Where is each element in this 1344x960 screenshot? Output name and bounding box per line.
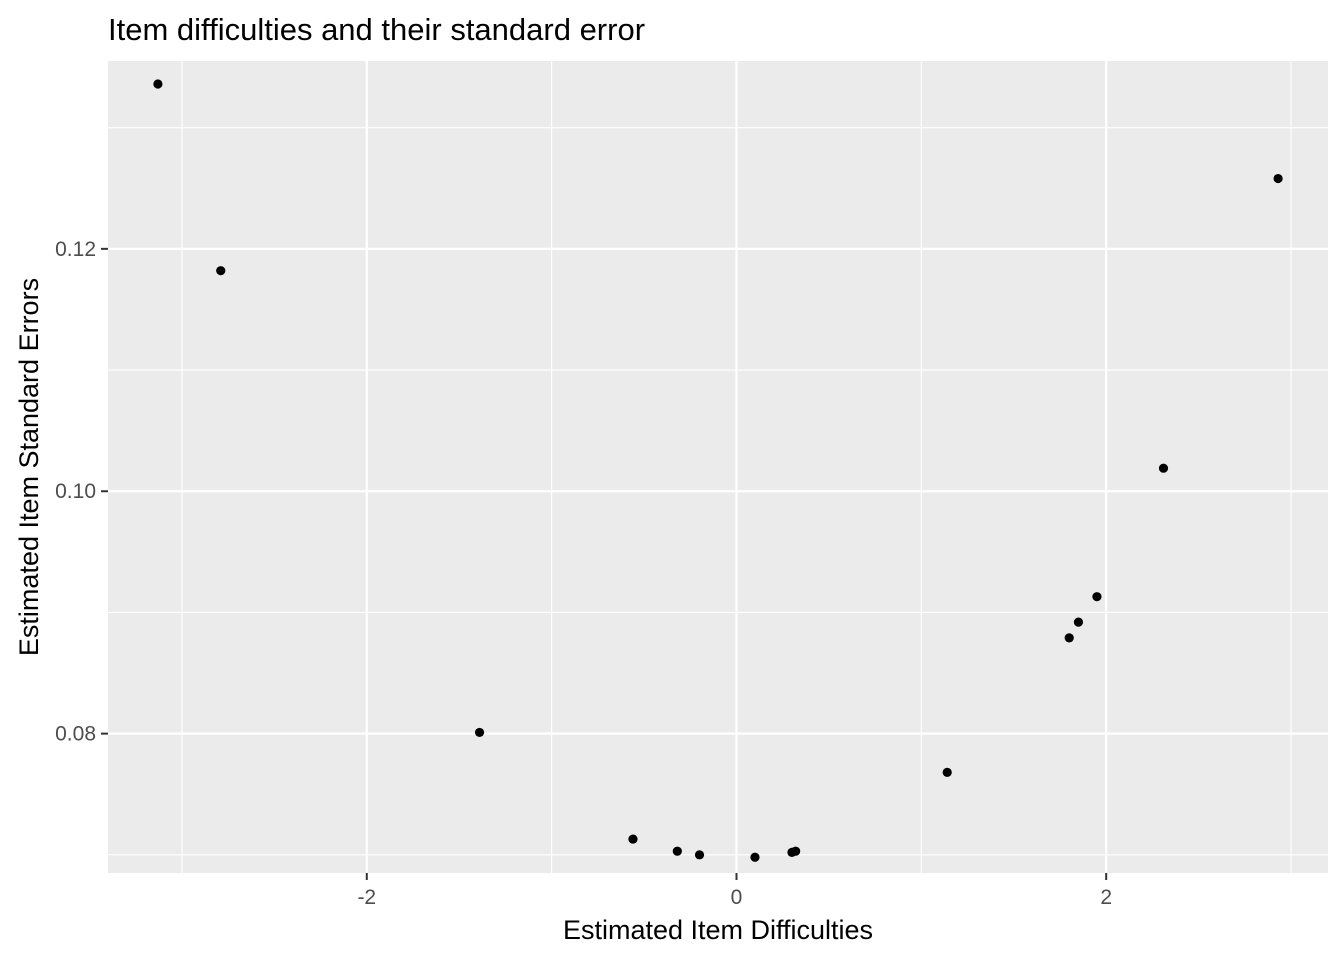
plot-panel <box>108 61 1328 873</box>
data-points <box>153 79 1283 862</box>
y-tick-label: 0.10 <box>55 480 96 503</box>
x-tick-label: 2 <box>1100 886 1112 909</box>
y-tick-label: 0.08 <box>55 723 96 746</box>
axis-ticks: -2 0 2 0.08 0.10 0.12 <box>55 238 1112 909</box>
x-tick-label: 0 <box>731 886 743 909</box>
data-point <box>791 846 801 856</box>
y-tick-label: 0.12 <box>55 238 96 261</box>
data-point <box>1092 592 1102 602</box>
y-axis-title: Estimated Item Standard Errors <box>14 278 44 656</box>
data-point <box>750 852 760 862</box>
data-point <box>694 850 705 860</box>
grid-lines <box>108 61 1328 873</box>
data-point <box>1158 463 1169 473</box>
data-point <box>942 767 952 778</box>
data-point <box>1273 173 1283 184</box>
x-axis-title: Estimated Item Difficulties <box>563 915 873 945</box>
data-point <box>1073 617 1084 627</box>
data-point <box>1064 633 1074 643</box>
data-point <box>153 79 163 89</box>
x-tick-label: -2 <box>357 886 376 909</box>
data-point <box>474 727 485 738</box>
data-point <box>628 834 638 844</box>
data-point <box>672 846 682 856</box>
chart-title: Item difficulties and their standard err… <box>108 12 645 47</box>
data-point <box>216 266 226 276</box>
